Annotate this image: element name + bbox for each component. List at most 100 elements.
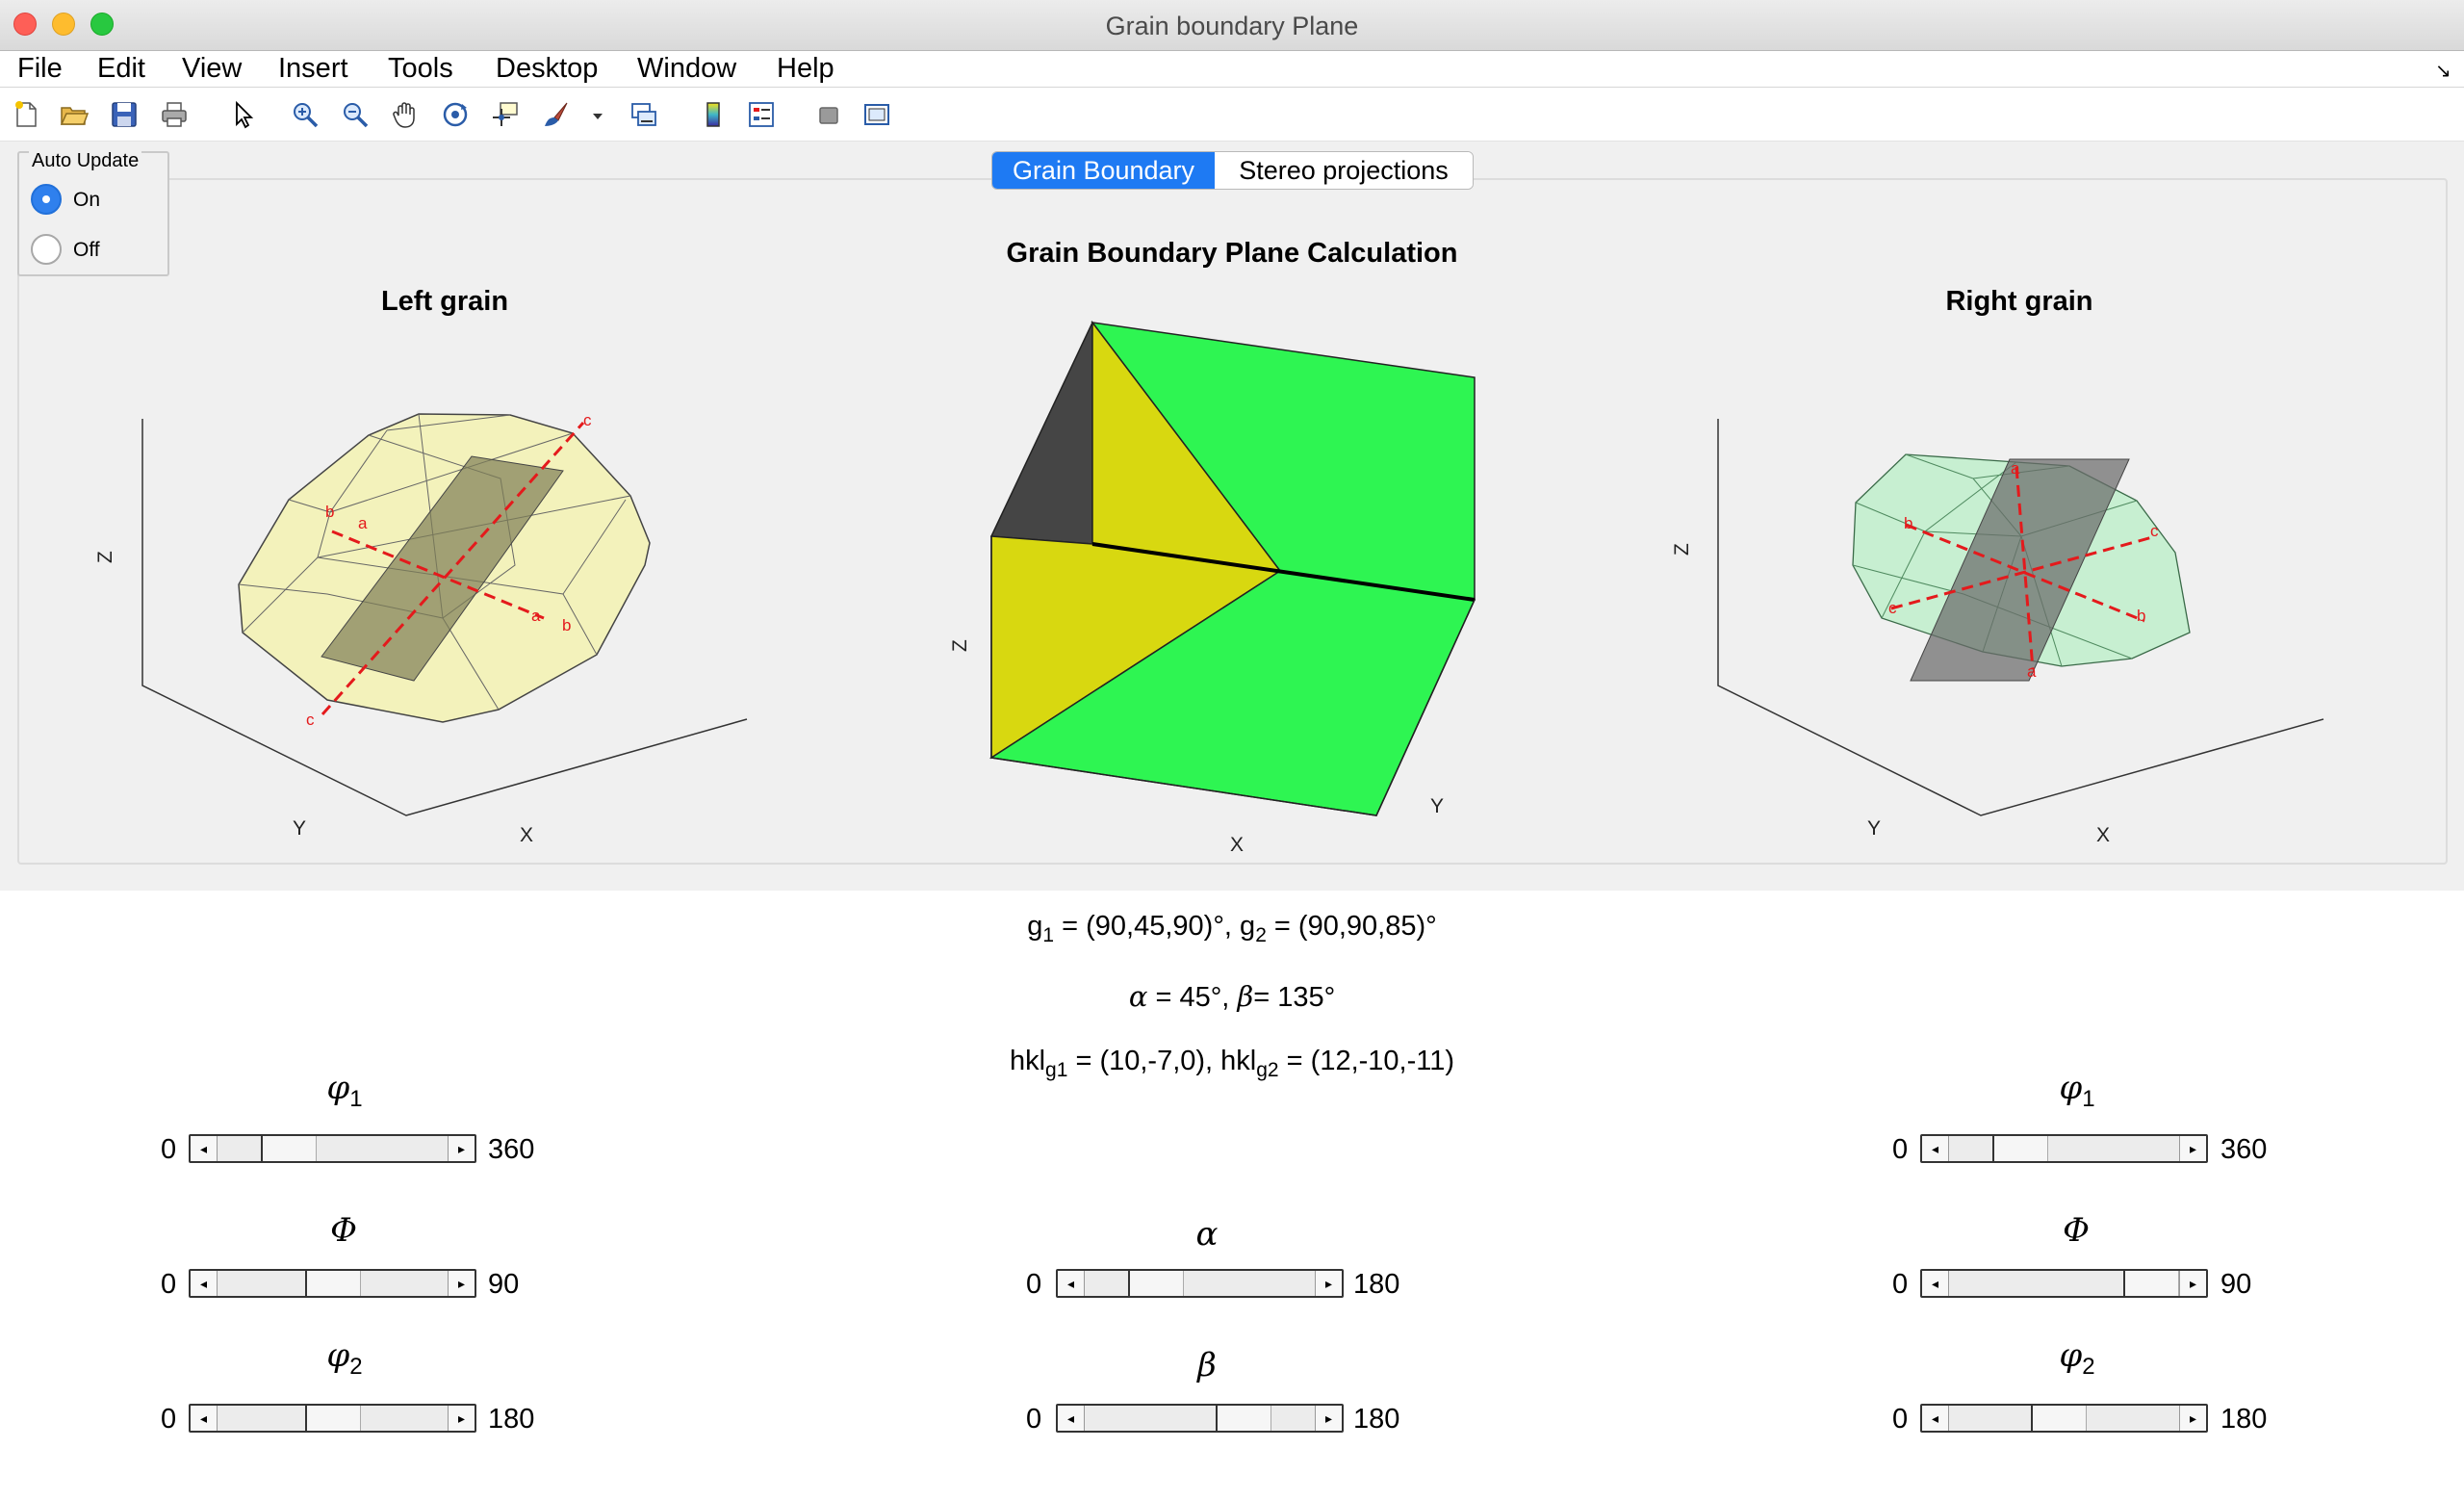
- slider-left-arrow-icon[interactable]: ◂: [1922, 1406, 1949, 1431]
- zoom-in-icon[interactable]: [291, 100, 320, 129]
- right-axis-c-left-label: c: [1888, 599, 1897, 617]
- figure-panel: Grain Boundary Stereo projections Auto U…: [0, 142, 2464, 891]
- zoom-out-icon[interactable]: [341, 100, 370, 129]
- minimize-window-button[interactable]: [52, 13, 75, 36]
- right-phi2-min: 0: [1892, 1404, 1909, 1435]
- tab-stereo-projections[interactable]: Stereo projections: [1215, 152, 1473, 189]
- menu-edit[interactable]: Edit: [97, 53, 145, 84]
- right-Phi-max: 90: [2220, 1269, 2252, 1300]
- slider-thumb[interactable]: [2031, 1406, 2088, 1431]
- beta-slider-label: β: [1197, 1346, 1217, 1384]
- left-axis-c-bottom-label: c: [306, 711, 315, 729]
- menu-help[interactable]: Help: [777, 53, 834, 84]
- slider-thumb[interactable]: [1992, 1136, 2049, 1161]
- right-axis-b-bottom-label: b: [2137, 607, 2145, 625]
- slider-right-arrow-icon[interactable]: ▸: [1315, 1406, 1342, 1431]
- slider-right-arrow-icon[interactable]: ▸: [2179, 1406, 2206, 1431]
- left-axis-a-top-label: a: [358, 514, 368, 532]
- link-plot-icon[interactable]: [629, 100, 658, 129]
- slider-thumb[interactable]: [261, 1136, 318, 1161]
- slider-right-arrow-icon[interactable]: ▸: [2179, 1271, 2206, 1296]
- slider-right-arrow-icon[interactable]: ▸: [448, 1136, 475, 1161]
- rotate-3d-icon[interactable]: [441, 100, 470, 129]
- slider-right-arrow-icon[interactable]: ▸: [2179, 1136, 2206, 1161]
- menu-tools[interactable]: Tools: [388, 53, 453, 84]
- right-axis-y-label: Y: [1867, 817, 1881, 840]
- radio-on[interactable]: [31, 184, 62, 215]
- menu-window[interactable]: Window: [637, 53, 737, 84]
- slider-thumb[interactable]: [1215, 1406, 1271, 1431]
- left-axis-y-label: Y: [293, 817, 306, 840]
- slider-thumb[interactable]: [304, 1406, 361, 1431]
- hkl2-sub: g2: [1256, 1058, 1279, 1081]
- hide-plot-tools-icon[interactable]: [814, 100, 843, 129]
- left-Phi-slider[interactable]: ◂ ▸: [189, 1269, 476, 1298]
- hkl2-label: hkl: [1220, 1046, 1257, 1076]
- hkl-info: hklg1 = (10,-7,0), hklg2 = (12,-10,-11): [0, 1046, 2464, 1082]
- menu-desktop[interactable]: Desktop: [496, 53, 599, 84]
- pan-hand-icon[interactable]: [391, 100, 420, 129]
- slider-left-arrow-icon[interactable]: ◂: [1922, 1271, 1949, 1296]
- left-axis-c-top-label: c: [583, 411, 592, 429]
- dropdown-arrow-icon[interactable]: [583, 100, 603, 129]
- radio-on-label[interactable]: On: [73, 189, 101, 211]
- menu-file[interactable]: File: [17, 53, 63, 84]
- alpha-slider[interactable]: ◂ ▸: [1056, 1269, 1344, 1298]
- slider-left-arrow-icon[interactable]: ◂: [191, 1271, 218, 1296]
- g1-sub: 1: [1042, 923, 1055, 946]
- left-phi1-max: 360: [488, 1134, 535, 1165]
- menu-insert[interactable]: Insert: [278, 53, 348, 84]
- center-axis-z-label: Z: [949, 639, 971, 652]
- right-axis-x-label: X: [2096, 824, 2110, 846]
- left-phi1-min: 0: [161, 1134, 177, 1165]
- menu-view[interactable]: View: [182, 53, 243, 84]
- right-axis-a-bottom-label: a: [2027, 662, 2037, 681]
- close-window-button[interactable]: [13, 13, 37, 36]
- g2-label: g: [1240, 911, 1256, 942]
- grain-boundary-plot: Z X Y: [949, 320, 1476, 856]
- right-phi1-slider[interactable]: ◂ ▸: [1920, 1134, 2208, 1163]
- window-titlebar: Grain boundary Plane: [0, 0, 2464, 51]
- pointer-icon[interactable]: [229, 100, 258, 129]
- beta-symbol: β: [1237, 980, 1254, 1013]
- legend-icon[interactable]: [747, 100, 776, 129]
- slider-thumb[interactable]: [2123, 1271, 2179, 1296]
- left-phi2-label: φ2: [326, 1336, 363, 1380]
- tab-grain-boundary[interactable]: Grain Boundary: [992, 152, 1215, 189]
- left-axis-b-bottom-label: b: [562, 616, 571, 634]
- left-grain-axes: Z Y X: [94, 419, 748, 846]
- alpha-slider-label: α: [1195, 1215, 1219, 1254]
- slider-thumb[interactable]: [1128, 1271, 1185, 1296]
- data-cursor-icon[interactable]: [491, 100, 520, 129]
- slider-thumb[interactable]: [304, 1271, 361, 1296]
- slider-left-arrow-icon[interactable]: ◂: [1058, 1271, 1085, 1296]
- slider-left-arrow-icon[interactable]: ◂: [1058, 1406, 1085, 1431]
- left-Phi-max: 90: [488, 1269, 520, 1300]
- undock-arrow-icon[interactable]: ↘: [2435, 61, 2451, 82]
- colorbar-icon[interactable]: [699, 100, 728, 129]
- brush-icon[interactable]: [541, 100, 570, 129]
- left-phi1-slider[interactable]: ◂ ▸: [189, 1134, 476, 1163]
- slider-left-arrow-icon[interactable]: ◂: [191, 1406, 218, 1431]
- maximize-window-button[interactable]: [90, 13, 114, 36]
- right-Phi-slider[interactable]: ◂ ▸: [1920, 1269, 2208, 1298]
- left-phi2-slider[interactable]: ◂ ▸: [189, 1404, 476, 1433]
- left-phi2-min: 0: [161, 1404, 177, 1435]
- print-icon[interactable]: [160, 100, 189, 129]
- save-icon[interactable]: [110, 100, 139, 129]
- beta-slider[interactable]: ◂ ▸: [1056, 1404, 1344, 1433]
- radio-off-label[interactable]: Off: [73, 239, 100, 261]
- g1-value: = (90,45,90)°,: [1054, 911, 1241, 942]
- slider-right-arrow-icon[interactable]: ▸: [1315, 1271, 1342, 1296]
- slider-left-arrow-icon[interactable]: ◂: [191, 1136, 218, 1161]
- radio-off[interactable]: [31, 234, 62, 265]
- slider-left-arrow-icon[interactable]: ◂: [1922, 1136, 1949, 1161]
- g2-sub: 2: [1255, 923, 1267, 946]
- slider-right-arrow-icon[interactable]: ▸: [448, 1271, 475, 1296]
- right-phi1-label: φ1: [2059, 1069, 2095, 1112]
- slider-right-arrow-icon[interactable]: ▸: [448, 1406, 475, 1431]
- new-file-icon[interactable]: [12, 100, 40, 129]
- right-phi2-slider[interactable]: ◂ ▸: [1920, 1404, 2208, 1433]
- show-plot-tools-icon[interactable]: [862, 100, 891, 129]
- open-folder-icon[interactable]: [60, 100, 89, 129]
